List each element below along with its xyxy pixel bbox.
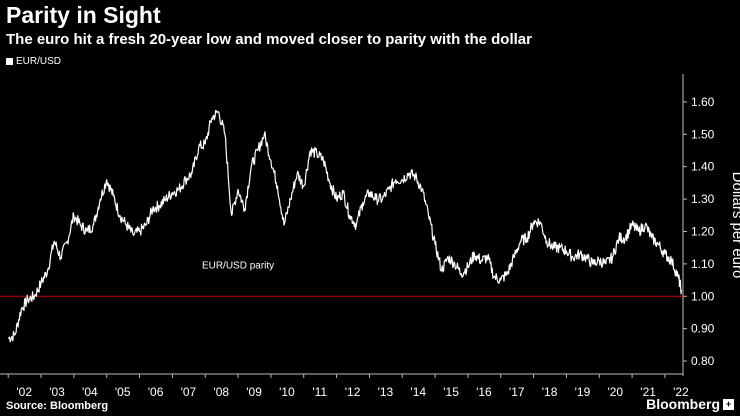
parity-annotation: EUR/USD parity [202, 261, 274, 272]
legend-swatch [6, 58, 13, 65]
brand-name: Bloomberg [646, 396, 720, 412]
y-tick-label: 1.50 [691, 127, 715, 141]
plus-square-icon: + [723, 398, 734, 410]
x-tick-label: '21 [640, 385, 656, 399]
x-tick-label: '05 [115, 385, 131, 399]
eurusd-series-line [8, 109, 682, 343]
x-tick-label: '19 [575, 385, 591, 399]
chart-subtitle: The euro hit a fresh 20-year low and mov… [6, 31, 532, 48]
chart-legend: EUR/USD [6, 56, 61, 67]
x-tick-label: '20 [607, 385, 623, 399]
x-tick-label: '04 [82, 385, 98, 399]
x-tick-label: '03 [49, 385, 65, 399]
chart-title: Parity in Sight [6, 2, 161, 28]
x-tick-label: '22 [673, 385, 689, 399]
brand-logo: Bloomberg + [646, 396, 734, 412]
x-tick-label: '10 [279, 385, 295, 399]
y-tick-label: 0.80 [691, 354, 715, 368]
x-tick-label: '16 [476, 385, 492, 399]
x-tick-label: '07 [181, 385, 197, 399]
x-tick-label: '15 [443, 385, 459, 399]
y-axis-title: Dollars per euro [729, 172, 740, 279]
x-tick-label: '12 [345, 385, 361, 399]
legend-label: EUR/USD [16, 56, 62, 67]
x-tick-label: '02 [16, 385, 32, 399]
y-tick-label: 1.60 [691, 95, 715, 109]
x-tick-label: '08 [213, 385, 229, 399]
y-tick-label: 1.20 [691, 224, 715, 238]
x-tick-label: '17 [509, 385, 525, 399]
source-note: Source: Bloomberg [6, 400, 109, 412]
y-tick-label: 1.00 [691, 289, 715, 303]
x-tick-label: '06 [148, 385, 164, 399]
x-tick-label: '11 [312, 385, 327, 399]
x-tick-label: '18 [542, 385, 558, 399]
y-tick-label: 1.10 [691, 257, 715, 271]
y-tick-label: 1.40 [691, 160, 715, 174]
y-tick-label: 1.30 [691, 192, 715, 206]
x-tick-label: '13 [378, 385, 394, 399]
y-tick-label: 0.90 [691, 322, 715, 336]
x-tick-label: '09 [246, 385, 262, 399]
x-tick-label: '14 [410, 385, 426, 399]
